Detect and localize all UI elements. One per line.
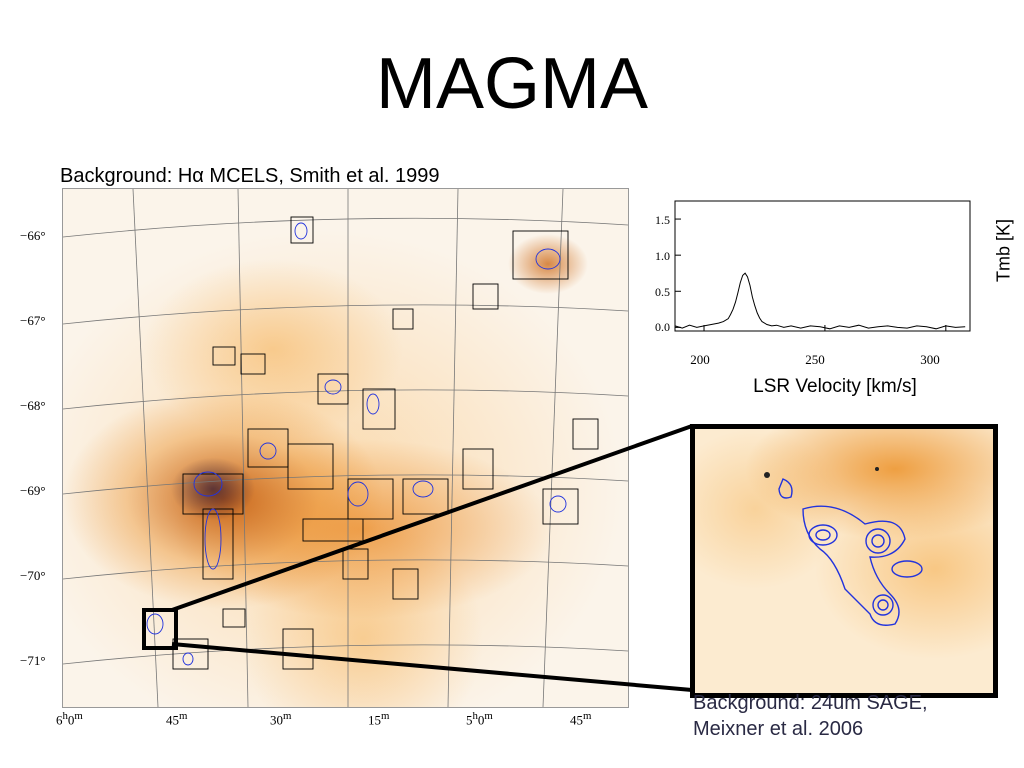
co-contour (294, 222, 308, 240)
spectrum-xtick-label: 300 (920, 352, 940, 367)
obs-box (542, 488, 579, 525)
grid-ra-line (542, 189, 564, 707)
obs-box (362, 388, 396, 430)
ra-label: 30m (270, 710, 292, 728)
inset-contour (802, 505, 906, 626)
spectrum-xtick-label: 200 (690, 352, 710, 367)
co-contour (535, 248, 561, 270)
grid-dec-line (63, 304, 628, 325)
spectrum-line (674, 272, 966, 330)
coordinate-grid (63, 189, 628, 707)
zoom-connector-top (171, 424, 693, 612)
obs-box (347, 478, 394, 520)
obs-box (472, 283, 499, 310)
co-contour (259, 442, 277, 460)
dec-label: −67° (20, 313, 46, 328)
obs-box (202, 508, 234, 580)
obs-box (462, 448, 494, 490)
map-overlay (63, 189, 628, 707)
grid-ra-line (132, 189, 159, 707)
dec-label: −69° (20, 483, 46, 498)
ra-label: 5h0m (466, 710, 493, 728)
grid-ra-line (447, 189, 459, 707)
obs-box (212, 346, 236, 366)
co-contour (549, 495, 567, 513)
ra-label: 15m (368, 710, 390, 728)
spectrum-xtick-label: 250 (805, 352, 825, 367)
inset-star (764, 472, 770, 478)
obs-box (342, 548, 369, 580)
halpha-map-image (62, 188, 629, 708)
inset-caption: Background: 24um SAGE, Meixner et al. 20… (693, 692, 928, 740)
background-caption: Background: Hα MCELS, Smith et al. 1999 (60, 165, 440, 187)
obs-box (512, 230, 569, 280)
co-contour (182, 652, 194, 666)
inset-contour (778, 478, 793, 499)
co-contour (412, 480, 434, 498)
inset-contour (891, 560, 923, 578)
obs-box (172, 638, 209, 670)
zoom-inset-image (690, 424, 998, 698)
co-contour (204, 508, 222, 570)
spectrum-ytick-label: 0.5 (655, 285, 670, 299)
grid-dec-line (63, 644, 628, 665)
spectrum-ytick-label: 0.0 (655, 320, 670, 334)
co-contour (347, 481, 369, 507)
spectrum-frame (674, 200, 971, 332)
inset-contour (877, 599, 889, 611)
spectrum-y-axis-label: Tmb [K] (993, 219, 1014, 283)
co-contour (324, 379, 342, 395)
spectrum-ticks (675, 218, 947, 331)
obs-box (317, 373, 349, 405)
inset-star (875, 467, 879, 471)
dec-label: −66° (20, 228, 46, 243)
inset-contour (872, 594, 894, 616)
observation-boxes (172, 216, 599, 670)
zoom-region-box (142, 608, 178, 650)
obs-box (287, 443, 334, 490)
obs-box (392, 308, 414, 330)
obs-box (240, 353, 266, 375)
inset-contour (808, 524, 838, 546)
spectrum-ytick-label: 1.5 (655, 213, 670, 227)
obs-box (222, 608, 246, 628)
inset-contours (764, 467, 923, 626)
grid-dec-line (63, 217, 628, 238)
dec-label: −68° (20, 398, 46, 413)
inset-contour (815, 529, 831, 541)
obs-box (392, 568, 419, 600)
zoom-connector-bottom (171, 642, 693, 692)
spectrum-ytick-label: 1.0 (655, 249, 670, 263)
obs-box (182, 473, 244, 515)
co-contour (146, 613, 164, 635)
inset-contour (871, 534, 885, 548)
co-contour (366, 393, 380, 415)
grid-dec-line (63, 389, 628, 410)
co-contour (193, 471, 223, 497)
inset-co-contours (778, 478, 923, 626)
ra-label: 45m (570, 710, 592, 728)
grid-dec-line (63, 559, 628, 580)
inset-contour (865, 528, 891, 554)
spectrum-x-axis-label: LSR Velocity [km/s] (753, 376, 917, 397)
grid-ra-line (237, 189, 249, 707)
slide-title: MAGMA (375, 44, 648, 124)
obs-box (290, 216, 314, 244)
obs-box (402, 478, 449, 515)
dec-label: −70° (20, 568, 46, 583)
ra-label: 6h0m (56, 710, 83, 728)
obs-box (302, 518, 364, 542)
ra-label: 45m (166, 710, 188, 728)
spectrum-chart (674, 200, 971, 332)
obs-box (572, 418, 599, 450)
co-contours (146, 222, 567, 666)
dec-label: −71° (20, 653, 46, 668)
obs-box (282, 628, 314, 670)
